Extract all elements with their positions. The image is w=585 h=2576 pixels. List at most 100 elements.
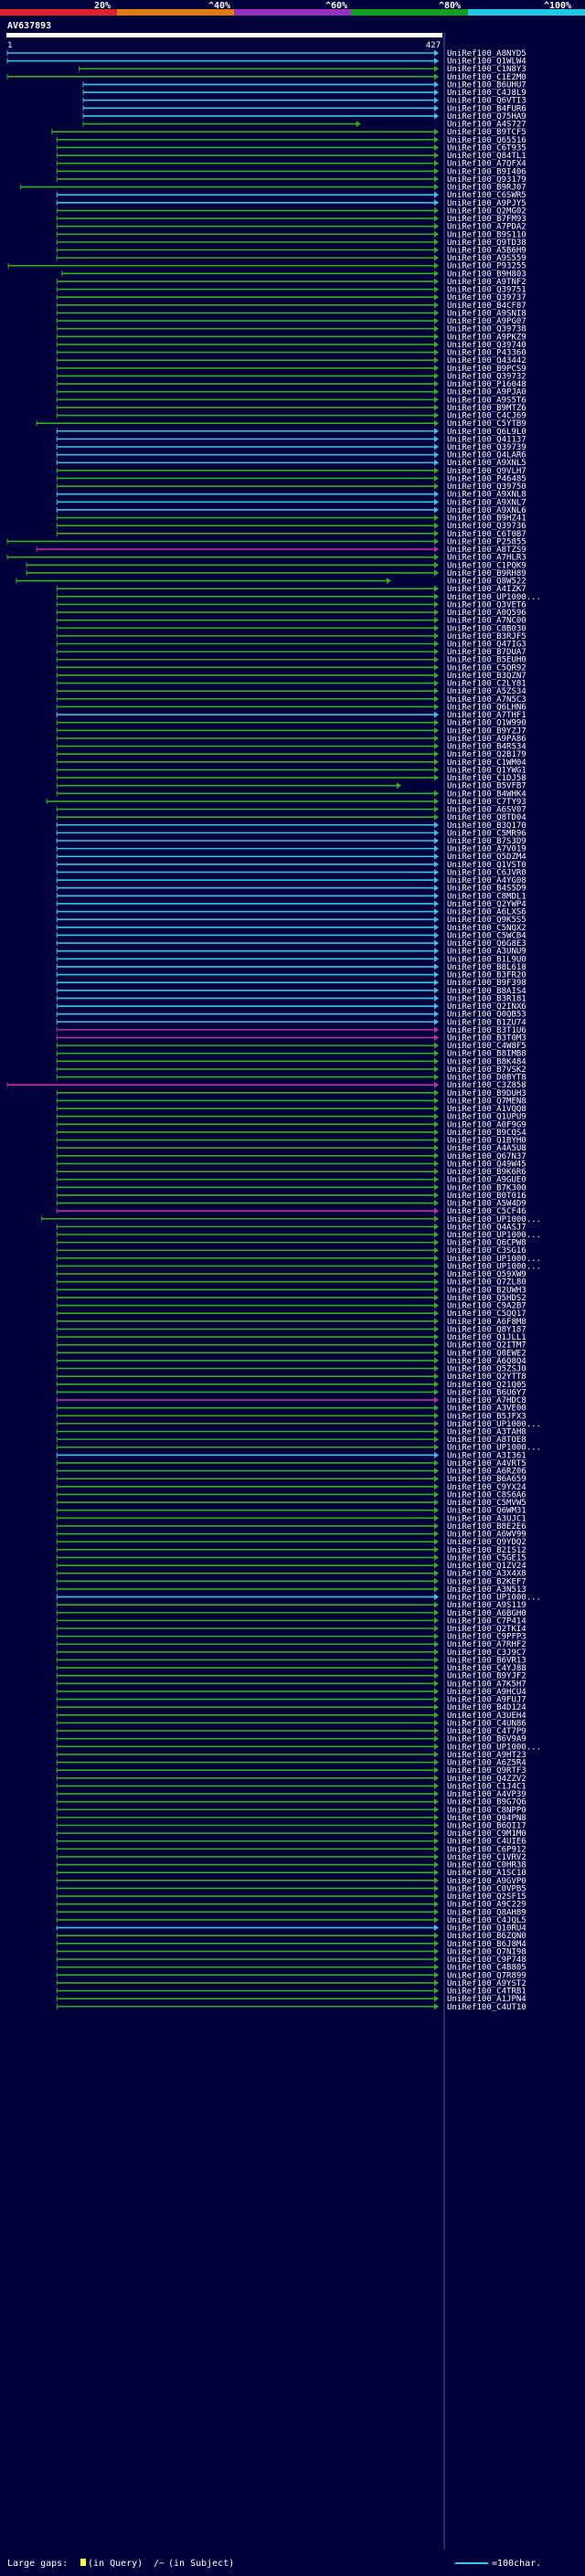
hit-label[interactable]: UniRef100_Q6WM31 — [447, 1507, 526, 1516]
hit-label[interactable]: UniRef100_A8TZS9 — [447, 546, 526, 555]
hit-label[interactable]: UniRef100_C5QQ17 — [447, 1309, 526, 1319]
hit-label[interactable]: UniRef100_A3UNU9 — [447, 948, 526, 957]
hit-label[interactable]: UniRef100_C1PQK9 — [447, 561, 526, 570]
hit-label[interactable]: UniRef100_B4S5D9 — [447, 885, 526, 894]
hit-label[interactable]: UniRef100_Q6CPW8 — [447, 1239, 526, 1248]
hit-label[interactable]: UniRef100_A1SC10 — [447, 1869, 526, 1878]
hit-label[interactable]: UniRef100_B2IS12 — [447, 1546, 526, 1555]
hit-label[interactable]: UniRef100_A9XNL8 — [447, 491, 526, 500]
hit-label[interactable]: UniRef100_A7HLR3 — [447, 554, 526, 563]
hit-label[interactable]: UniRef100_Q8TD04 — [447, 813, 526, 822]
hit-label[interactable]: UniRef100_Q6G8E3 — [447, 939, 526, 949]
hit-label[interactable]: UniRef100_UP1000... — [447, 1215, 541, 1224]
hit-label[interactable]: UniRef100_B4R534 — [447, 743, 526, 752]
hit-label[interactable]: UniRef100_B5VFB7 — [447, 782, 526, 791]
hit-label[interactable]: UniRef100_A7THF1 — [447, 711, 526, 720]
hit-label[interactable]: UniRef100_A9YST2 — [447, 1979, 526, 1988]
hit-label[interactable]: UniRef100_A9XNL5 — [447, 459, 526, 468]
hit-label[interactable]: UniRef100_C9P748 — [447, 1956, 526, 1965]
hit-label[interactable]: UniRef100_Q1BYH0 — [447, 1137, 526, 1146]
hit-label[interactable]: UniRef100_B8K484 — [447, 1057, 526, 1066]
hit-label[interactable]: UniRef100_C4T7P9 — [447, 1727, 526, 1736]
hit-label[interactable]: UniRef100_Q2YTT8 — [447, 1373, 526, 1382]
hit-label[interactable]: UniRef100_C4YJ88 — [447, 1664, 526, 1673]
hit-label[interactable]: UniRef100_A3TAH8 — [447, 1428, 526, 1437]
hit-label[interactable]: UniRef100_B9S110 — [447, 230, 526, 239]
hit-label[interactable]: UniRef100_C3Z858 — [447, 1081, 526, 1090]
hit-label[interactable]: UniRef100_Q2SF15 — [447, 1892, 526, 1902]
hit-label[interactable]: UniRef100_B3RJF5 — [447, 632, 526, 641]
hit-label[interactable]: UniRef100_Q1YWG1 — [447, 766, 526, 775]
hit-label[interactable]: UniRef100_A4S727 — [447, 121, 526, 130]
hit-label[interactable]: UniRef100_A6RZ06 — [447, 1468, 526, 1477]
hit-label[interactable]: UniRef100_A9PA86 — [447, 735, 526, 744]
hit-label[interactable]: UniRef100_C4JQL5 — [447, 1916, 526, 1925]
hit-label[interactable]: UniRef100_Q8Y187 — [447, 1325, 526, 1334]
hit-label[interactable]: UniRef100_P93255 — [447, 262, 526, 271]
hit-label[interactable]: UniRef100_Q39738 — [447, 325, 526, 334]
hit-label[interactable]: UniRef100_C6P912 — [447, 1845, 526, 1854]
hit-label[interactable]: UniRef100_A3UJC1 — [447, 1514, 526, 1523]
hit-label[interactable]: UniRef100_Q2INX6 — [447, 1002, 526, 1012]
hit-label[interactable]: UniRef100_Q4ASJ7 — [447, 1223, 526, 1232]
hit-label[interactable]: UniRef100_Q10RU4 — [447, 1924, 526, 1934]
hit-label[interactable]: UniRef100_C4UN86 — [447, 1719, 526, 1728]
hit-label[interactable]: UniRef100_B1ZU74 — [447, 1018, 526, 1027]
hit-label[interactable]: UniRef100_B6QI17 — [447, 1822, 526, 1831]
hit-label[interactable]: UniRef100_C5QR92 — [447, 663, 526, 673]
hit-label[interactable]: UniRef100_B9RH89 — [447, 569, 526, 578]
hit-label[interactable]: UniRef100_A9TNF2 — [447, 278, 526, 287]
hit-label[interactable]: UniRef100_A4VP39 — [447, 1790, 526, 1799]
hit-label[interactable]: UniRef100_Q39751 — [447, 286, 526, 295]
hit-label[interactable]: UniRef100_B5EUH0 — [447, 656, 526, 665]
hit-label[interactable]: UniRef100_A6F8M8 — [447, 1318, 526, 1327]
hit-label[interactable]: UniRef100_C9PFP3 — [447, 1633, 526, 1642]
hit-label[interactable]: UniRef100_Q5HDS2 — [447, 1294, 526, 1303]
hit-label[interactable]: UniRef100_A3N513 — [447, 1585, 526, 1595]
hit-label[interactable]: UniRef100_B6VR13 — [447, 1656, 526, 1665]
hit-label[interactable]: UniRef100_C7TY93 — [447, 798, 526, 807]
hit-label[interactable]: UniRef100_Q1JLL1 — [447, 1333, 526, 1342]
hit-label[interactable]: UniRef100_C9YX24 — [447, 1483, 526, 1492]
hit-label[interactable]: UniRef100_B7VSK2 — [447, 1065, 526, 1075]
hit-label[interactable]: UniRef100_Q6L9L0 — [447, 428, 526, 437]
hit-label[interactable]: UniRef100_Q47IG3 — [447, 641, 526, 650]
hit-label[interactable]: UniRef100_B8AIS4 — [447, 987, 526, 996]
hit-label[interactable]: UniRef100_Q6LHN6 — [447, 703, 526, 712]
hit-label[interactable]: UniRef100_Q9VLH7 — [447, 467, 526, 476]
hit-label[interactable]: UniRef100_B6A659 — [447, 1475, 526, 1484]
hit-label[interactable]: UniRef100_B9CQS4 — [447, 1129, 526, 1138]
hit-label[interactable]: UniRef100_C8S6A6 — [447, 1490, 526, 1500]
hit-label[interactable]: UniRef100_Q39737 — [447, 293, 526, 302]
hit-label[interactable]: UniRef100_C4J8L9 — [447, 89, 526, 98]
hit-label[interactable]: UniRef100_A4VRT5 — [447, 1459, 526, 1468]
hit-label[interactable]: UniRef100_Q65516 — [447, 136, 526, 145]
hit-label[interactable]: UniRef100_B8IMB8 — [447, 1050, 526, 1059]
hit-label[interactable]: UniRef100_A7PDA2 — [447, 223, 526, 232]
hit-label[interactable]: UniRef100_P25855 — [447, 537, 526, 546]
hit-label[interactable]: UniRef100_B9F398 — [447, 979, 526, 988]
hit-label[interactable]: UniRef100_B9RJ07 — [447, 184, 526, 193]
hit-label[interactable]: UniRef100_Q43442 — [447, 356, 526, 366]
hit-label[interactable]: UniRef100_B9MTZ6 — [447, 404, 526, 413]
hit-label[interactable]: UniRef100_C8NPP0 — [447, 1806, 526, 1815]
hit-label[interactable]: UniRef100_UP1000... — [447, 1743, 541, 1752]
hit-label[interactable]: UniRef100_B3Q170 — [447, 822, 526, 831]
hit-label[interactable]: UniRef100_B6J8M4 — [447, 1940, 526, 1949]
hit-label[interactable]: UniRef100_Q5ZSJ0 — [447, 1365, 526, 1374]
hit-label[interactable]: UniRef100_A9PKZ9 — [447, 333, 526, 342]
hit-label[interactable]: UniRef100_Q21Q05 — [447, 1381, 526, 1390]
hit-label[interactable]: UniRef100_B4WHK4 — [447, 790, 526, 799]
hit-label[interactable]: UniRef100_D0BYT8 — [447, 1074, 526, 1083]
hit-label[interactable]: UniRef100_A5ZS34 — [447, 687, 526, 696]
hit-label[interactable]: UniRef100_C9A2B7 — [447, 1302, 526, 1311]
hit-label[interactable]: UniRef100_B6ZQN0 — [447, 1932, 526, 1941]
hit-label[interactable]: UniRef100_Q8W522 — [447, 578, 526, 587]
hit-label[interactable]: UniRef100_C5NQX2 — [447, 924, 526, 933]
hit-label[interactable]: UniRef100_UP1000... — [447, 593, 541, 602]
hit-label[interactable]: UniRef100_Q67N37 — [447, 1152, 526, 1161]
hit-label[interactable]: UniRef100_B6U6Y7 — [447, 1388, 526, 1397]
hit-label[interactable]: UniRef100_A9GVP0 — [447, 1877, 526, 1886]
hit-label[interactable]: UniRef100_Q4LAR6 — [447, 451, 526, 461]
hit-label[interactable]: UniRef100_A9S119 — [447, 1601, 526, 1610]
